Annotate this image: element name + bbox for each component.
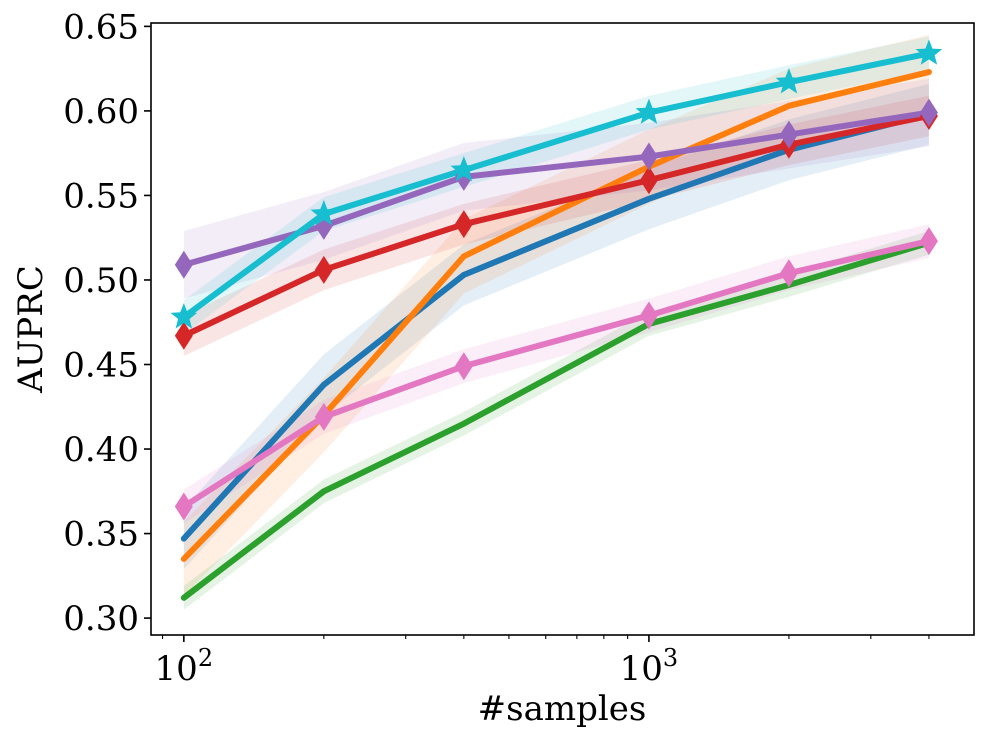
y-axis: 0.30 0.35 0.40 0.45 0.50 0.55 0.60 0.65 [63, 7, 151, 639]
y-tick-label: 0.65 [63, 7, 139, 47]
x-axis: 102 103 [155, 635, 930, 689]
x-axis-title: #samples [478, 689, 647, 729]
x-tick-label: 102 [155, 644, 214, 689]
band-green [183, 230, 929, 610]
y-axis-title: AUPRC [11, 265, 51, 394]
marker-pink [639, 301, 658, 330]
line-blue [180, 111, 932, 542]
marker-cyan [310, 200, 338, 226]
marker-cyan [915, 39, 943, 65]
y-tick-label: 0.35 [63, 515, 139, 555]
marker-red [454, 210, 473, 239]
y-tick-label: 0.30 [63, 599, 139, 639]
y-tick-label: 0.50 [63, 261, 139, 301]
line-pink [180, 238, 932, 510]
marker-cyan [635, 98, 663, 124]
plot-frame [150, 22, 975, 636]
line-cyan [180, 50, 932, 321]
marker-pink [779, 259, 798, 288]
marker-purple [639, 142, 658, 171]
line-red [180, 112, 932, 339]
marker-cyan [775, 68, 803, 94]
band-purple [183, 78, 929, 299]
series-lines [180, 50, 932, 601]
marker-red [639, 166, 658, 195]
x-tick-label: 103 [620, 644, 679, 689]
marker-purple [779, 120, 798, 149]
y-tick-label: 0.45 [63, 346, 139, 386]
marker-pink [174, 492, 193, 521]
y-tick-label: 0.55 [63, 176, 139, 216]
marker-red [314, 255, 333, 284]
marker-red [174, 321, 193, 350]
marker-purple [919, 98, 938, 127]
line-orange [180, 69, 932, 562]
marker-purple [174, 250, 193, 279]
y-tick-label: 0.40 [63, 430, 139, 470]
band-red [183, 95, 929, 357]
marker-pink [919, 227, 938, 256]
marker-cyan [170, 303, 198, 329]
marker-cyan [450, 156, 478, 182]
series-markers [170, 39, 943, 521]
line-green [180, 239, 932, 601]
marker-pink [454, 352, 473, 381]
y-tick-label: 0.60 [63, 92, 139, 132]
marker-pink [314, 402, 333, 431]
